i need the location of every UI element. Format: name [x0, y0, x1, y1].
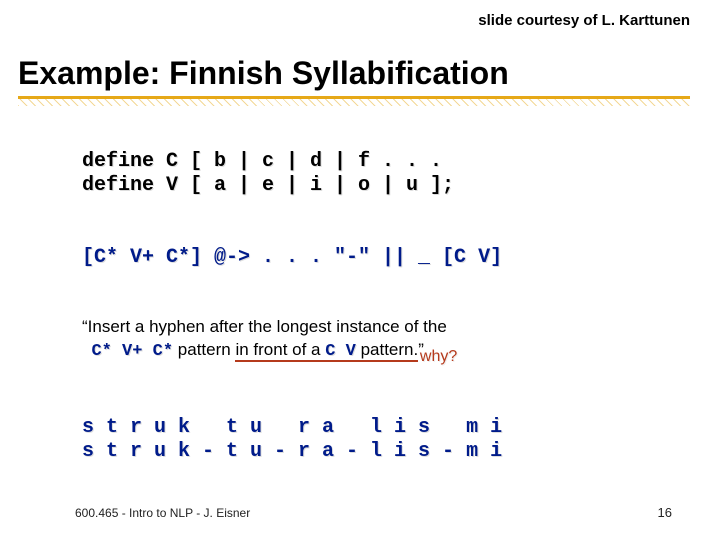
footer-course: 600.465 - Intro to NLP - J. Eisner — [75, 506, 250, 520]
rule-code: [C* V+ C*] @-> . . . "-" || _ [C V] — [82, 246, 502, 270]
desc-underlined: in front of a C V pattern. — [235, 340, 418, 362]
desc-cv: C V — [325, 342, 356, 361]
desc-pattern1: C* V+ C* — [91, 342, 173, 361]
desc-mid: pattern — [173, 340, 235, 359]
footer-page-number: 16 — [658, 505, 672, 520]
desc-underlined-text: in front of a — [235, 340, 325, 359]
title-hatch — [18, 98, 690, 106]
example-code: s t r u k t u r a l i s m i s t r u k - … — [82, 416, 502, 464]
courtesy-text: slide courtesy of L. Karttunen — [478, 12, 690, 29]
title-block: Example: Finnish Syllabification — [18, 55, 690, 106]
slide-title: Example: Finnish Syllabification — [18, 55, 690, 92]
why-label: why? — [420, 348, 457, 365]
desc-tail: pattern. — [356, 340, 418, 359]
description-text: “Insert a hyphen after the longest insta… — [82, 316, 461, 364]
desc-line1: “Insert a hyphen after the longest insta… — [82, 317, 447, 336]
definitions-code: define C [ b | c | d | f . . . define V … — [82, 150, 454, 198]
